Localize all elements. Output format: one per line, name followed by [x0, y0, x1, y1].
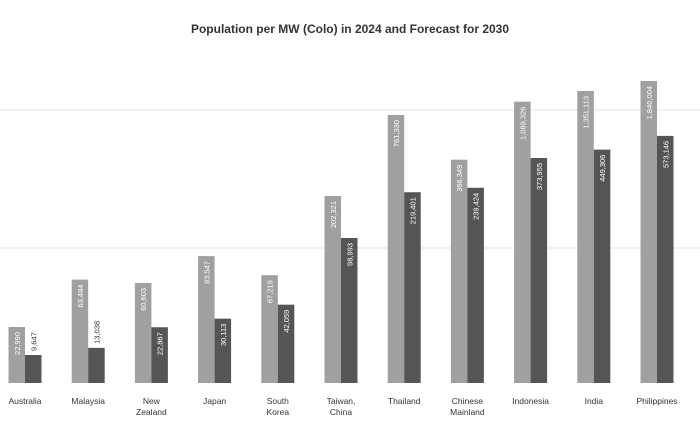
data-label: 1,089,326 [518, 107, 527, 140]
bar-2024 [261, 275, 278, 383]
bar-2030 [467, 187, 484, 383]
data-label: 63,484 [76, 285, 85, 308]
bar-2024 [198, 256, 215, 383]
category-label: India [585, 396, 604, 406]
category-label: Chinese [452, 396, 483, 406]
bar-2030 [214, 318, 232, 383]
category-label: New [143, 396, 161, 406]
bar-2024 [640, 81, 657, 383]
bar-2030 [277, 304, 295, 383]
data-label: 22,990 [13, 332, 22, 355]
data-label: 449,306 [598, 155, 607, 182]
category-label: Philippines [636, 396, 677, 406]
data-label: 22,867 [156, 332, 165, 355]
bar-2030 [657, 135, 674, 383]
data-label: 373,955 [535, 163, 544, 190]
bar-2030 [151, 327, 168, 383]
data-label: 13,038 [92, 321, 101, 344]
data-label: 573,146 [661, 141, 670, 168]
data-label: 42,059 [282, 310, 291, 333]
category-label: Mainland [450, 407, 485, 417]
bar-2024 [324, 196, 341, 383]
data-label: 761,330 [392, 120, 401, 147]
bar-2024 [514, 101, 531, 383]
category-label: South [267, 396, 289, 406]
bar-2030 [404, 192, 421, 383]
data-label: 219,401 [408, 197, 417, 224]
category-label: Korea [266, 407, 289, 417]
bar-2030 [25, 355, 42, 383]
category-label: Zealand [136, 407, 167, 417]
data-label: 366,349 [455, 165, 464, 192]
data-label: 60,603 [139, 288, 148, 311]
bar-2024 [387, 115, 405, 383]
data-label: 1,840,004 [645, 86, 654, 119]
data-label: 67,219 [266, 280, 275, 303]
bar-2030 [341, 238, 358, 383]
bar-2030 [593, 149, 611, 383]
category-label: Japan [203, 396, 226, 406]
bar-2024 [450, 159, 468, 383]
data-label: 98,993 [345, 243, 354, 266]
bar-2030 [88, 347, 105, 383]
category-label: Taiwan, [327, 396, 356, 406]
category-label: Australia [8, 396, 41, 406]
chart-title: Population per MW (Colo) in 2024 and For… [190, 22, 510, 36]
bar-2024 [134, 282, 152, 383]
data-label: 1,351,113 [582, 96, 591, 129]
bar-2024 [8, 327, 25, 383]
data-label: 83,547 [202, 261, 211, 284]
data-label: 30,113 [219, 324, 228, 346]
category-label: Indonesia [512, 396, 549, 406]
data-label: 9,647 [29, 332, 38, 351]
bar-2024 [71, 279, 89, 383]
category-label: China [330, 407, 352, 417]
data-label: 239,424 [472, 193, 481, 220]
bar-2024 [577, 91, 594, 383]
category-label: Thailand [388, 396, 421, 406]
category-label: Malaysia [71, 396, 105, 406]
data-label: 202,321 [329, 201, 338, 228]
bar-2030 [530, 158, 548, 383]
